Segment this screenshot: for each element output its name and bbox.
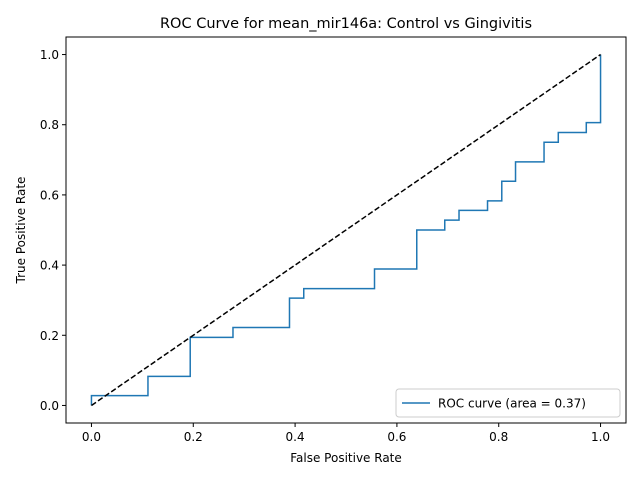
chart-title: ROC Curve for mean_mir146a: Control vs G…	[160, 16, 532, 32]
x-tick-label: 0.6	[387, 430, 406, 444]
x-tick-label: 0.8	[489, 430, 508, 444]
chance-diagonal-line	[91, 53, 601, 407]
y-tick-label: 0.8	[40, 118, 59, 132]
legend: ROC curve (area = 0.37)	[395, 388, 621, 418]
y-axis-label: True Positive Rate	[14, 177, 28, 285]
axes: 0.0 0.2 0.4 0.6 0.8 1.0 0.0 0.2 0.4 0.6 0.8 1.0	[40, 36, 627, 444]
y-tick-label: 0.0	[40, 399, 59, 413]
roc-curve-line	[90, 54, 602, 406]
legend-label: ROC curve (area = 0.37)	[438, 397, 586, 411]
y-tick-label: 1.0	[40, 48, 59, 62]
axes-frame	[65, 36, 627, 424]
x-tick-label: 0.2	[184, 430, 203, 444]
x-tick-label: 1.0	[591, 430, 610, 444]
y-tick-label: 0.6	[40, 188, 59, 202]
x-axis-label: False Positive Rate	[290, 451, 402, 465]
y-tick-label: 0.2	[40, 329, 59, 343]
x-tick-label: 0.0	[82, 430, 101, 444]
y-tick-label: 0.4	[40, 259, 59, 273]
legend-box	[395, 388, 621, 418]
plot-area	[90, 53, 602, 407]
x-tick-label: 0.4	[286, 430, 305, 444]
